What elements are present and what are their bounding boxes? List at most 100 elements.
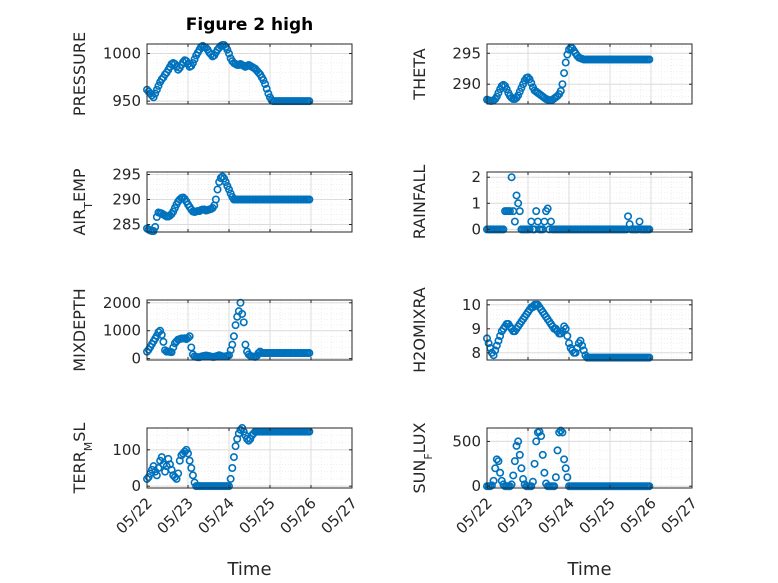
axes-box <box>486 299 693 361</box>
data-point <box>555 428 564 437</box>
data-point <box>491 346 500 355</box>
data-point <box>213 185 222 194</box>
data-point <box>515 450 524 459</box>
data-point <box>510 217 519 226</box>
data-point <box>228 340 237 349</box>
data-point <box>184 449 193 458</box>
data-point <box>216 174 225 183</box>
data-point <box>525 75 534 84</box>
data-point <box>514 437 523 446</box>
subplot-3: 285 290 295 AIRTEMP <box>70 166 353 236</box>
y-tick-label: 9 <box>471 320 481 338</box>
data-point <box>494 457 503 466</box>
data-point <box>527 78 536 87</box>
y-axis-label: MIXDEPTH <box>70 288 89 371</box>
y-tick-label: 8 <box>471 344 481 362</box>
data-point <box>560 69 569 78</box>
data-point <box>558 80 567 89</box>
chart-title: Figure 2 high <box>186 15 314 35</box>
y-tick-label: 0 <box>471 477 481 495</box>
data-point <box>484 339 493 348</box>
data-point <box>546 217 555 226</box>
x-tick-label: 05/25 <box>236 494 279 537</box>
minor-grid <box>147 43 352 104</box>
data-point <box>489 476 498 485</box>
data-point <box>184 333 193 342</box>
data-point <box>264 89 273 98</box>
data-point <box>492 92 501 101</box>
data-point <box>550 482 559 491</box>
y-tick-label: 0 <box>131 477 141 495</box>
y-tick-label: 10 <box>462 296 481 314</box>
y-tick-label: 290 <box>112 191 141 209</box>
data-point <box>502 85 511 94</box>
y-tick-label: 1000 <box>103 45 141 63</box>
data-point <box>151 89 160 98</box>
data-point <box>496 331 505 340</box>
x-tick-label: 05/22 <box>113 494 156 537</box>
data-point <box>517 83 526 92</box>
x-tick-label: 05/26 <box>617 494 660 537</box>
data-point <box>563 473 572 482</box>
x-axis-label: Time <box>226 559 271 580</box>
data-point <box>515 207 524 216</box>
x-tick-label: 05/22 <box>453 494 496 537</box>
data-series <box>482 300 654 362</box>
data-point <box>174 469 183 478</box>
data-point <box>507 173 516 182</box>
data-point <box>149 93 158 102</box>
data-point <box>149 227 158 236</box>
data-point <box>159 337 168 346</box>
data-point <box>578 341 587 350</box>
major-grid <box>146 300 353 360</box>
data-point <box>645 482 654 491</box>
y-tick-label: 1000 <box>103 322 141 340</box>
data-point <box>561 58 570 67</box>
y-tick-label: 500 <box>452 432 481 450</box>
data-point <box>156 326 165 335</box>
axes-box <box>146 299 353 361</box>
data-point <box>225 482 234 491</box>
data-point <box>157 330 166 339</box>
y-axis-label: TERRMSL <box>70 423 95 495</box>
x-axis-label: Time <box>566 559 611 580</box>
data-point <box>231 321 240 330</box>
x-tick-label: 05/24 <box>195 494 238 537</box>
data-point <box>188 471 197 480</box>
data-point <box>231 442 240 451</box>
data-series <box>143 298 314 362</box>
data-point <box>510 457 519 466</box>
y-tick-label: 285 <box>112 216 141 234</box>
data-point <box>494 336 503 345</box>
y-axis-label-subscript: T <box>82 202 95 210</box>
data-point <box>532 437 541 446</box>
data-point <box>228 463 237 472</box>
y-tick-label: 1 <box>471 194 481 212</box>
y-axis-label-part: TERR <box>70 451 89 494</box>
data-point <box>492 341 501 350</box>
axes-box <box>486 171 693 233</box>
data-point <box>243 434 252 443</box>
y-tick-label: 290 <box>452 75 481 93</box>
data-point <box>188 59 197 68</box>
data-point <box>645 225 654 234</box>
data-point <box>305 349 314 358</box>
data-point <box>487 481 496 490</box>
data-point <box>187 343 196 352</box>
y-tick-label: 100 <box>112 441 141 459</box>
y-axis-label: RAINFALL <box>410 165 429 240</box>
data-point <box>152 471 161 480</box>
data-point <box>540 468 549 477</box>
data-point <box>514 91 523 100</box>
data-point <box>645 55 654 64</box>
y-tick-label: 295 <box>452 44 481 62</box>
x-tick-label: 05/23 <box>154 494 197 537</box>
data-point <box>538 450 547 459</box>
data-point <box>491 464 500 473</box>
y-axis-label-part: LUX <box>410 422 429 453</box>
data-point <box>499 225 508 234</box>
data-point <box>523 73 532 82</box>
data-point <box>558 428 567 437</box>
data-point <box>226 474 235 483</box>
